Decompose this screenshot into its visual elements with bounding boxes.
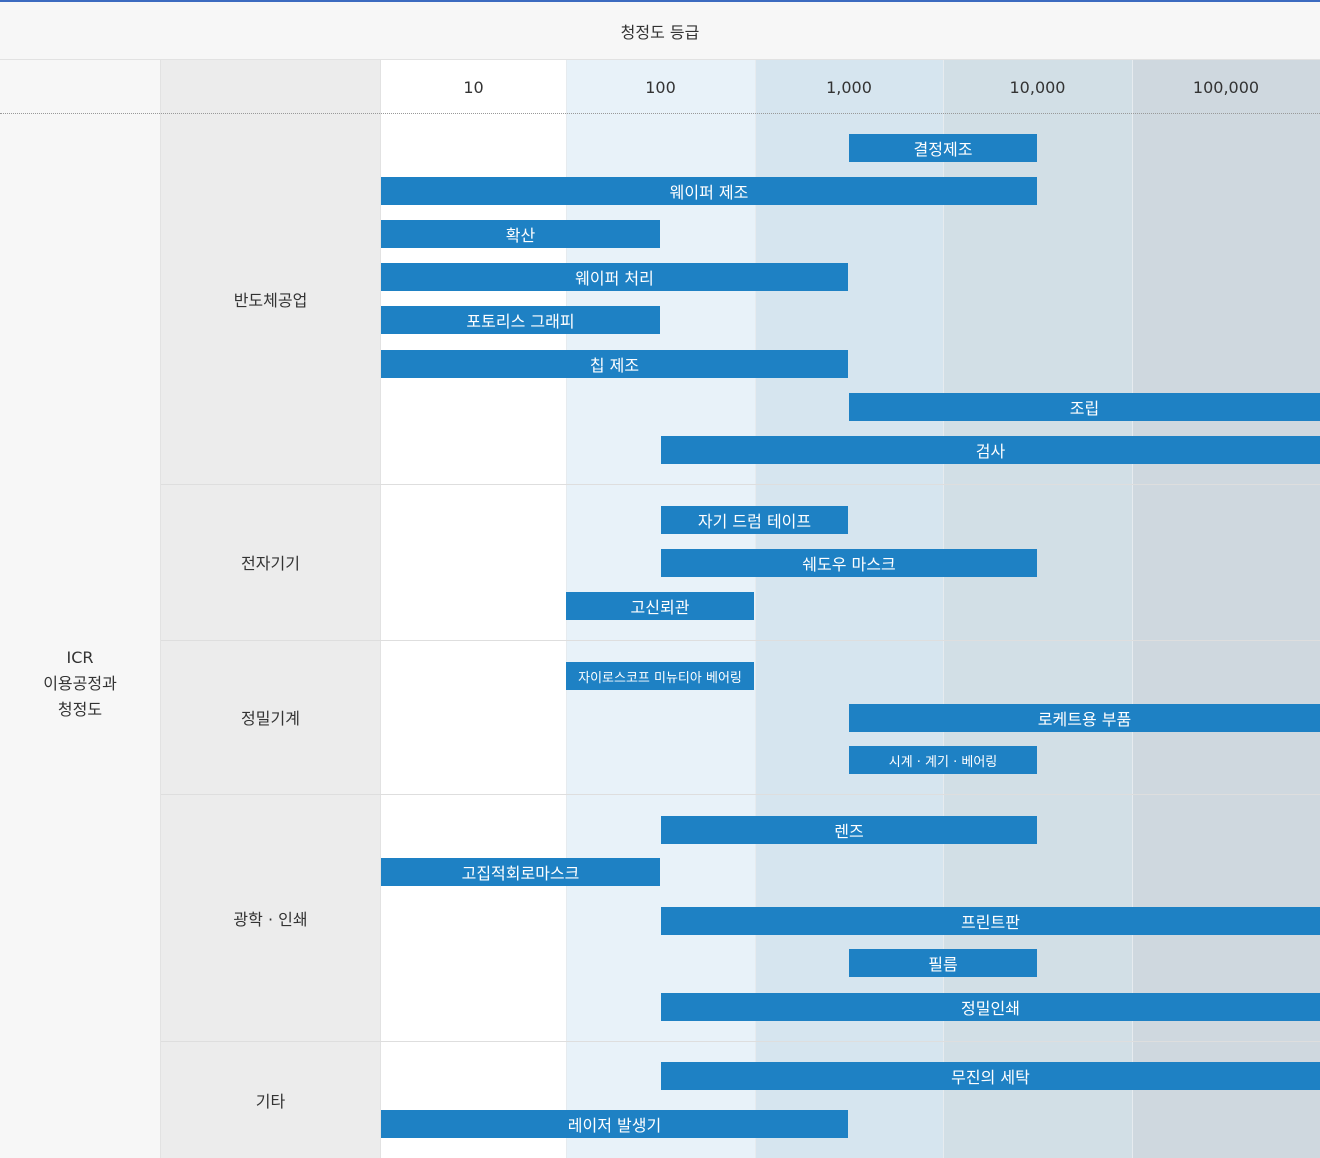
- category-label: 전자기기: [241, 554, 300, 573]
- range-bar: 고집적회로마스크: [381, 858, 660, 886]
- range-bar: 렌즈: [661, 816, 1037, 844]
- side-label-line: 이용공정과: [43, 674, 117, 693]
- left-column: ICR 이용공정과 청정도: [0, 60, 161, 1158]
- range-bar: 결정제조: [849, 134, 1037, 162]
- category-label: 정밀기계: [241, 709, 300, 728]
- grade-label: 10,000: [1009, 77, 1066, 97]
- range-bar: 조립: [849, 393, 1320, 421]
- group-separator: [161, 484, 1320, 485]
- range-bar: 칩 제조: [381, 350, 848, 378]
- grade-label: 100,000: [1192, 77, 1260, 97]
- range-bar: 검사: [661, 436, 1320, 464]
- header-divider: [0, 113, 1320, 114]
- grade-column-separator: [943, 60, 944, 1158]
- group-separator: [161, 794, 1320, 795]
- range-bar: 정밀인쇄: [661, 993, 1320, 1021]
- category-label: 반도체공업: [233, 291, 308, 310]
- category-column: [161, 60, 381, 1158]
- header-title: 청정도 등급: [0, 2, 1320, 60]
- range-bar: 자이로스코프 미뉴티아 베어링: [566, 662, 754, 690]
- side-label-line: 청정도: [57, 700, 103, 719]
- side-label-line: ICR: [66, 648, 94, 667]
- grade-label: 10: [463, 77, 484, 97]
- group-separator: [161, 640, 1320, 641]
- range-bar: 웨이퍼 제조: [381, 177, 1037, 205]
- grade-column-separator: [755, 60, 756, 1158]
- range-bar: 쉐도우 마스크: [661, 549, 1037, 577]
- range-bar: 자기 드럼 테이프: [661, 506, 848, 534]
- top-accent-line: [0, 0, 1320, 2]
- category-label: 기타: [255, 1091, 286, 1111]
- range-bar: 고신뢰관: [566, 592, 754, 620]
- range-bar: 필름: [849, 949, 1037, 977]
- range-bar: 로케트용 부품: [849, 704, 1320, 732]
- grade-label: 1,000: [826, 77, 872, 97]
- grade-column-separator: [1132, 60, 1133, 1158]
- group-separator: [161, 1041, 1320, 1042]
- grade-label: 100: [645, 77, 676, 97]
- grade-column-bg: [1132, 60, 1320, 1158]
- range-bar: 웨이퍼 처리: [381, 263, 848, 291]
- category-label: 광학 · 인쇄: [233, 909, 308, 929]
- range-bar: 시계 · 계기 · 베어링: [849, 746, 1037, 774]
- range-bar: 프린트판: [661, 907, 1320, 935]
- range-bar: 레이저 발생기: [381, 1110, 848, 1138]
- range-bar: 무진의 세탁: [661, 1062, 1320, 1090]
- range-bar: 포토리스 그래피: [381, 306, 660, 334]
- side-label: ICR 이용공정과 청정도: [0, 645, 160, 723]
- range-bar: 확산: [381, 220, 660, 248]
